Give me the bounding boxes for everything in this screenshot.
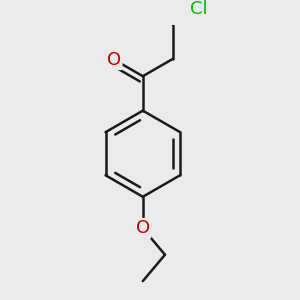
Text: O: O [107, 51, 121, 69]
Text: Cl: Cl [190, 1, 208, 19]
Text: O: O [136, 219, 150, 237]
